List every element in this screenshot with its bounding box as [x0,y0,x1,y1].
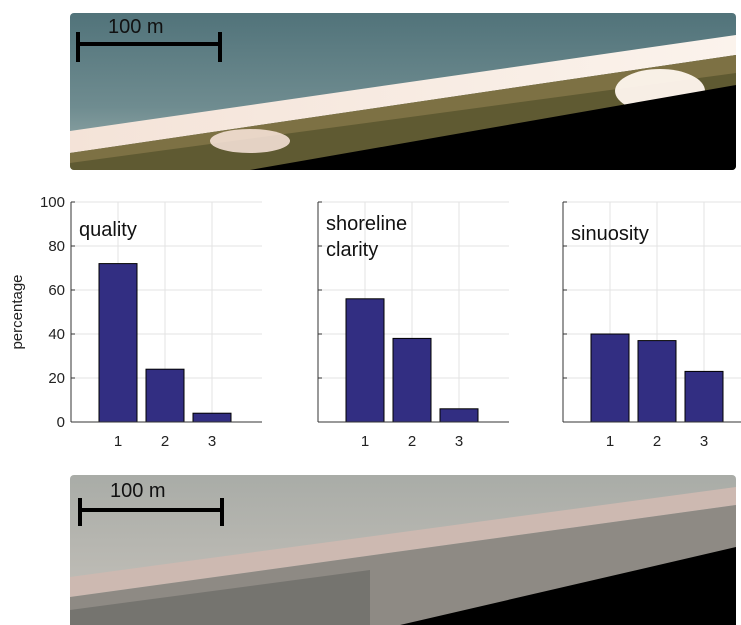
x-tick-label: 1 [606,433,614,450]
bar [439,408,479,423]
x-tick-label: 1 [361,433,369,450]
x-tick-label: 2 [408,433,416,450]
aerial-photo-top [70,13,736,170]
y-tick-label: 20 [48,370,65,387]
beach-image-top [70,13,736,170]
x-tick-label: 3 [208,433,216,450]
y-axis-title: percentage [9,274,26,349]
x-tick-label: 2 [653,433,661,450]
scalebar-label-bottom: 100 m [110,480,166,502]
beach-image-bottom [70,475,736,625]
scalebar-top [76,32,222,62]
scalebar-label-top: 100 m [108,16,164,38]
bar [590,333,630,423]
panel-title: sinuosity [571,223,649,245]
y-tick-label: 100 [40,194,65,211]
bar [345,298,385,423]
bar [98,263,138,423]
scalebar-bottom [78,498,224,526]
bar-chart-panels: 1 2 3 0 20 40 60 80 100 percentage quality 1 2 3 shore… [9,194,741,450]
bar [192,412,232,423]
x-tick-label: 3 [455,433,463,450]
x-tick-label: 2 [161,433,169,450]
bar [392,337,432,423]
bar-charts: 1 2 3 0 20 40 60 80 100 percentage quality 1 2 3 shore… [0,190,741,460]
y-tick-label: 40 [48,326,65,343]
y-tick-label: 80 [48,238,65,255]
x-tick-label: 3 [700,433,708,450]
panel-title: clarity [326,239,378,261]
y-tick-label: 0 [57,414,65,431]
bar [684,370,724,423]
x-tick-label: 1 [114,433,122,450]
bar [145,368,185,423]
aerial-photo-bottom [70,475,736,625]
panel-title: shoreline [326,213,407,235]
panel-title: quality [79,219,137,241]
bar [637,340,677,423]
y-tick-label: 60 [48,282,65,299]
